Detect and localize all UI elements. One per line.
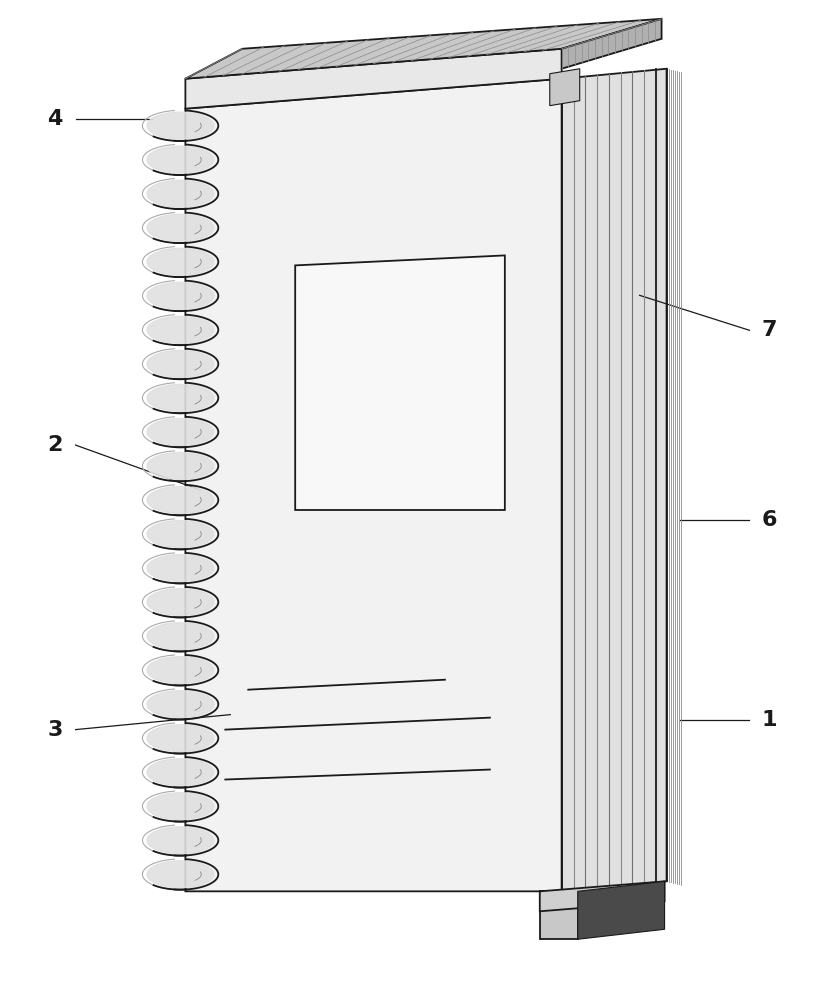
Polygon shape [147, 418, 213, 445]
Text: 1: 1 [761, 710, 777, 730]
Polygon shape [147, 180, 213, 207]
Polygon shape [147, 452, 213, 479]
Polygon shape [539, 891, 578, 939]
Polygon shape [296, 255, 505, 510]
Polygon shape [147, 861, 213, 888]
Polygon shape [562, 69, 667, 891]
Polygon shape [147, 725, 213, 752]
Polygon shape [147, 282, 213, 309]
Polygon shape [147, 214, 213, 241]
Polygon shape [147, 384, 213, 411]
Polygon shape [147, 589, 213, 616]
Polygon shape [147, 248, 213, 275]
Polygon shape [147, 759, 213, 786]
Polygon shape [147, 316, 213, 343]
Polygon shape [147, 146, 213, 173]
Text: 3: 3 [48, 720, 62, 740]
Polygon shape [539, 881, 664, 911]
Polygon shape [147, 112, 213, 139]
Text: 7: 7 [761, 320, 777, 340]
Polygon shape [147, 555, 213, 582]
Polygon shape [147, 657, 213, 684]
Polygon shape [147, 487, 213, 513]
Text: 4: 4 [48, 109, 62, 129]
Polygon shape [562, 19, 662, 69]
Polygon shape [550, 69, 580, 106]
Polygon shape [147, 691, 213, 718]
Polygon shape [578, 881, 664, 939]
Polygon shape [147, 793, 213, 820]
Polygon shape [147, 827, 213, 854]
Text: 2: 2 [48, 435, 62, 455]
Text: 6: 6 [761, 510, 777, 530]
Polygon shape [147, 623, 213, 650]
Polygon shape [186, 49, 562, 109]
Polygon shape [186, 19, 662, 79]
Polygon shape [147, 521, 213, 548]
Polygon shape [147, 350, 213, 377]
Polygon shape [186, 79, 562, 891]
